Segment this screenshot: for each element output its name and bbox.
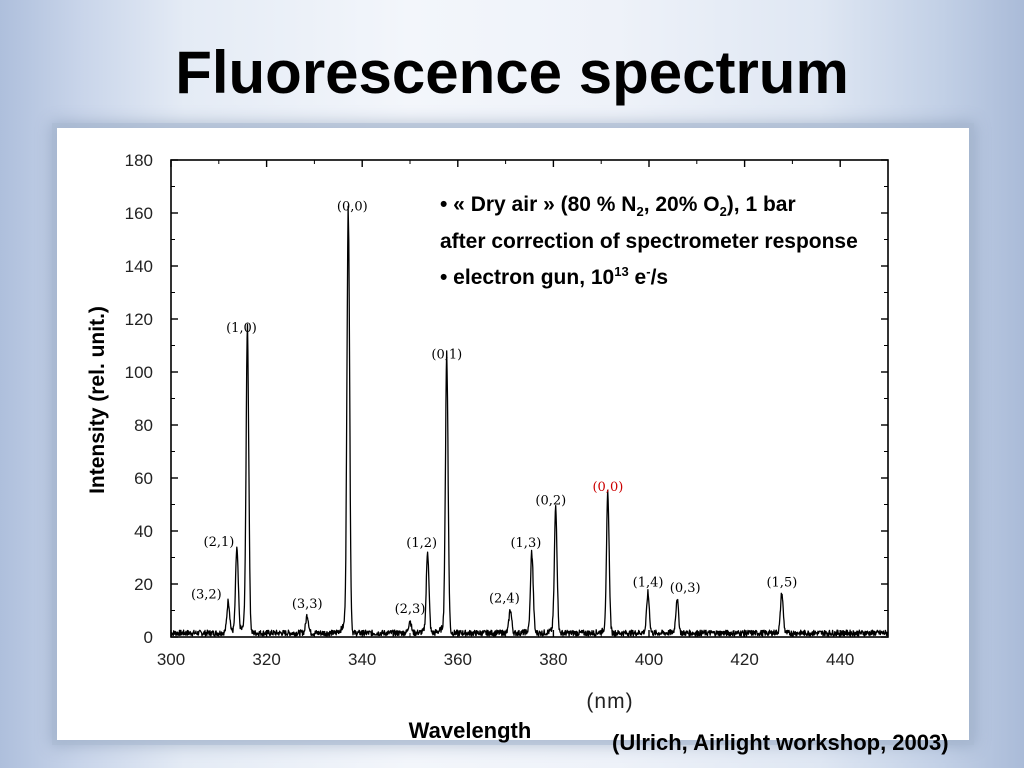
peak-label: (1,5): [766, 576, 797, 591]
y-tick-label: 100: [125, 363, 153, 382]
x-tick-label: 300: [157, 650, 185, 669]
y-tick-label: 80: [134, 416, 153, 435]
peak-label: (2,3): [395, 602, 426, 617]
x-tick-label: 360: [444, 650, 472, 669]
y-tick-label: 60: [134, 469, 153, 488]
x-tick-label: 440: [826, 650, 854, 669]
y-tick-label: 160: [125, 204, 153, 223]
y-tick-label: 180: [125, 151, 153, 170]
x-tick-label: 340: [348, 650, 376, 669]
spectrum-line: [170, 205, 889, 637]
peak-label: (2,4): [489, 592, 520, 607]
peak-label: (3,2): [191, 588, 222, 603]
peak-label: (0,3): [670, 581, 701, 596]
peak-label: (0,1): [431, 348, 462, 363]
annotation-line-2: after correction of spectrometer respons…: [440, 230, 858, 254]
annotation-line-1: • « Dry air » (80 % N2, 20% O2), 1 bar: [440, 193, 796, 220]
peak-label: (1,3): [510, 536, 541, 551]
x-unit-label: (nm): [586, 690, 633, 713]
peak-label: (0,0): [337, 199, 368, 214]
x-axis-label: Wavelength: [408, 718, 532, 743]
x-tick-label: 400: [635, 650, 663, 669]
peak-label: (1,2): [406, 536, 437, 551]
slide-title: Fluorescence spectrum: [175, 39, 849, 106]
peak-label: (0,2): [535, 493, 566, 508]
annotation-line-3: • electron gun, 1013 e-/s: [440, 264, 669, 290]
y-tick-label: 0: [144, 628, 153, 647]
peak-label: (0,0): [592, 480, 623, 495]
y-axis-label: Intensity (rel. unit.): [86, 306, 109, 494]
y-tick-label: 120: [125, 310, 153, 329]
citation: (Ulrich, Airlight workshop, 2003): [612, 730, 949, 755]
x-tick-label: 420: [730, 650, 758, 669]
annotation-box: • « Dry air » (80 % N2, 20% O2), 1 bar a…: [440, 190, 860, 293]
peak-label: (1,0): [226, 321, 257, 336]
peak-label: (1,4): [633, 576, 664, 591]
peak-label: (3,3): [292, 597, 323, 612]
y-tick-label: 20: [134, 575, 153, 594]
y-tick-label: 140: [125, 257, 153, 276]
peak-label: (2,1): [204, 535, 235, 550]
x-tick-label: 320: [252, 650, 280, 669]
y-tick-label: 40: [134, 522, 153, 541]
chart-panel: [57, 128, 969, 740]
x-tick-label: 380: [539, 650, 567, 669]
